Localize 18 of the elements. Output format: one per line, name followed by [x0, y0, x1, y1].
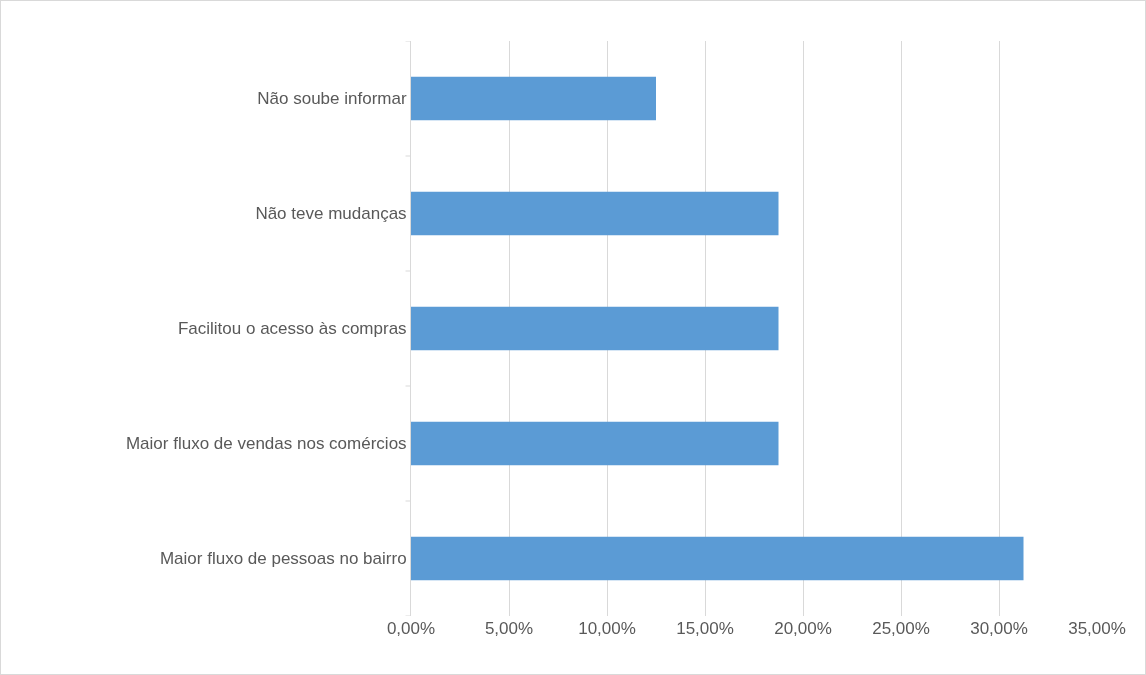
y-tick-label: Maior fluxo de vendas nos comércios: [125, 434, 407, 454]
bar: [411, 306, 779, 351]
x-tick-label: 0,00%: [386, 619, 436, 638]
bar: [411, 191, 779, 236]
x-tick-label: 10,00%: [578, 619, 636, 638]
x-tick-label: 35,00%: [1068, 619, 1126, 638]
y-tick-label: Não teve mudanças: [255, 204, 407, 224]
x-tick-label: 25,00%: [872, 619, 930, 638]
bar: [411, 76, 656, 121]
y-tick-label: Maior fluxo de pessoas no bairro: [159, 549, 407, 569]
x-tick-label: 15,00%: [676, 619, 734, 638]
y-tick-label: Não soube informar: [257, 89, 407, 109]
y-tick-label: Facilitou o acesso às compras: [177, 319, 407, 339]
bar: [411, 536, 1024, 581]
bar: [411, 421, 779, 466]
x-tick-label: 5,00%: [484, 619, 534, 638]
x-tick-label: 30,00%: [970, 619, 1028, 638]
x-tick-label: 20,00%: [774, 619, 832, 638]
